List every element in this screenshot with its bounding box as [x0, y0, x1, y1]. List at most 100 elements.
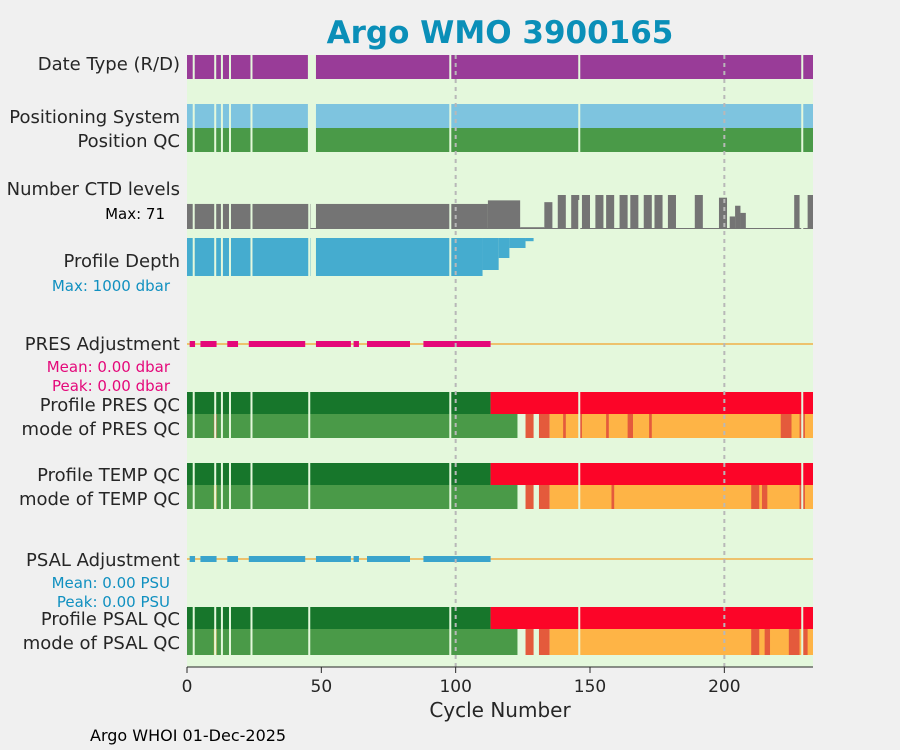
mode-pres-qc-segment — [549, 414, 813, 438]
ctd-level-bar — [581, 195, 591, 229]
ctd-level-bar — [619, 195, 628, 229]
psal-adjustment-segment — [353, 556, 359, 562]
cycle-gap — [250, 104, 253, 152]
label-position-qc: Position QC — [77, 131, 180, 152]
ctd-level-bar — [630, 195, 639, 229]
cycle-gap — [214, 200, 217, 229]
cycle-gap — [250, 238, 253, 278]
profile-temp-qc-segment — [187, 463, 491, 485]
pres-adjustment-segment — [423, 341, 491, 347]
mode-psal-qc-segment — [525, 629, 534, 655]
date-type-band — [315, 55, 813, 79]
mode-psal-qc-segment — [187, 629, 518, 655]
ctd-level-bar — [654, 195, 663, 229]
label-profile-depth: Profile Depth — [63, 251, 180, 272]
mode-temp-qc-segment — [187, 485, 518, 509]
label-psal-peak: Peak: 0.00 PSU — [57, 593, 170, 611]
cycle-gap — [250, 200, 253, 229]
cycle-gap — [578, 104, 581, 152]
cycle-gap — [228, 238, 231, 278]
pres-adjustment-segment — [200, 341, 217, 347]
date-type-band — [187, 55, 308, 79]
profile-depth-bar — [509, 238, 526, 248]
cycle-gap — [192, 55, 195, 97]
ctd-level-bar — [740, 212, 746, 229]
pres-adjustment-segment — [227, 341, 239, 347]
profile-depth-bar — [525, 238, 534, 242]
cycle-gap — [308, 238, 311, 278]
cycle-gap — [214, 607, 217, 655]
cycle-gap — [308, 200, 311, 229]
pres-adjustment-segment — [189, 341, 196, 347]
mode-pres-qc-segment — [525, 414, 534, 438]
row-labels: Date Type (R/D) Positioning System Posit… — [7, 54, 180, 654]
cycle-gap — [801, 607, 804, 655]
cycle-gap — [220, 463, 223, 509]
ctd-level-bar — [187, 203, 311, 229]
chart-title: Argo WMO 3900165 — [327, 15, 674, 51]
label-profile-temp-qc: Profile TEMP QC — [37, 465, 180, 486]
cycle-gap — [192, 238, 195, 278]
position-qc-band — [187, 128, 308, 152]
footer-credit: Argo WHOI 01-Dec-2025 — [90, 726, 286, 745]
label-psal-adjustment: PSAL Adjustment — [26, 550, 180, 571]
gridlines — [454, 55, 726, 667]
mode-psal-qc-segment — [538, 629, 550, 655]
cycle-gap — [228, 607, 231, 655]
mode-temp-qc-segment — [611, 485, 615, 509]
pres-adjustment-segment — [367, 341, 410, 347]
pres-adjustment-segment — [315, 341, 351, 347]
cycle-gap — [308, 463, 311, 509]
profile-psal-qc-segment — [490, 607, 813, 629]
profile-pres-qc-segment — [490, 392, 813, 414]
mode-psal-qc-segment — [549, 629, 813, 655]
ctd-level-bar — [667, 195, 676, 229]
ctd-level-bar — [694, 195, 703, 229]
mode-pres-qc-segment — [606, 414, 609, 438]
mode-pres-qc-segment — [579, 414, 582, 438]
mode-psal-qc-segment — [802, 629, 808, 655]
cycle-gap — [250, 55, 253, 97]
label-pres-adjustment: PRES Adjustment — [25, 334, 180, 355]
cycle-gap — [192, 104, 195, 152]
mode-temp-qc-segment — [538, 485, 550, 509]
psal-adjustment-segment — [189, 556, 196, 562]
plot-background — [187, 55, 813, 667]
label-profile-pres-qc: Profile PRES QC — [40, 395, 180, 416]
cycle-gap — [250, 607, 253, 655]
cycle-gap — [214, 104, 217, 152]
cycle-gap — [228, 463, 231, 509]
cycle-gap — [578, 238, 581, 278]
psal-adjustment-segment — [248, 556, 306, 562]
profile-psal-qc-segment — [187, 607, 491, 629]
cycle-gap — [220, 392, 223, 438]
cycle-gap — [250, 463, 253, 509]
ctd-level-bar — [606, 195, 615, 229]
mode-temp-qc-segment — [751, 485, 760, 509]
cycle-gap — [449, 104, 452, 152]
cycle-gap — [449, 392, 452, 438]
x-axis-label: Cycle Number — [429, 698, 571, 722]
cycle-gap — [578, 607, 581, 655]
label-depth-max: Max: 1000 dbar — [52, 277, 171, 295]
ctd-level-bar — [729, 216, 736, 229]
cycle-gap — [801, 200, 804, 229]
mode-pres-qc-segment — [627, 414, 633, 438]
x-tick-label: 200 — [708, 677, 740, 697]
cycle-gap — [214, 238, 217, 278]
profile-depth-bar — [482, 238, 499, 270]
mode-psal-qc-segment — [751, 629, 760, 655]
cycle-gap — [308, 104, 311, 152]
ctd-level-bar — [735, 205, 741, 229]
x-tick-label: 0 — [182, 677, 193, 697]
psal-adjustment-segment — [200, 556, 217, 562]
ctd-level-bar — [544, 202, 553, 229]
cycle-gap — [228, 104, 231, 152]
cycle-gap — [192, 463, 195, 509]
ctd-level-bar — [571, 195, 580, 229]
cycle-gap — [192, 392, 195, 438]
cycle-gap — [801, 392, 804, 438]
pres-adjustment-segment — [248, 341, 306, 347]
label-ctd-levels: Number CTD levels — [7, 179, 180, 200]
